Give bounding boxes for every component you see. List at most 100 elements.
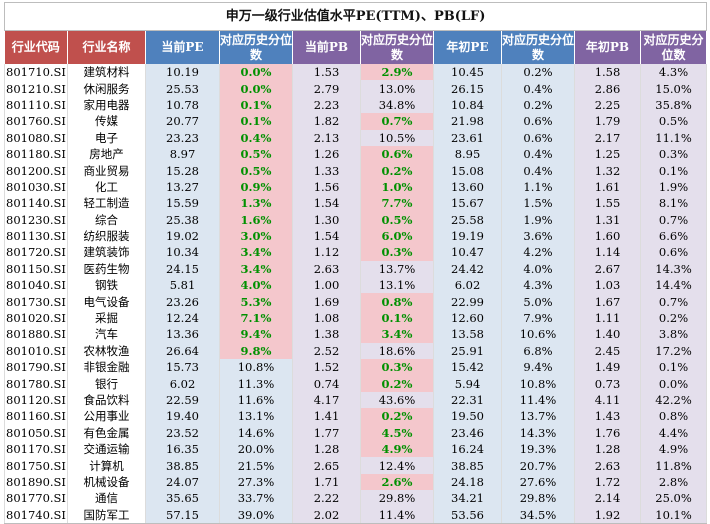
start-pb-cell: 1.79 <box>574 113 641 130</box>
current-pb-percentile-cell: 34.8% <box>360 96 434 114</box>
header-start-pe: 年初PE <box>433 30 502 64</box>
start-pb-percentile-cell: 11.8% <box>640 457 708 474</box>
name-cell: 计算机 <box>67 457 146 474</box>
code-cell: 801150.SI <box>4 260 68 278</box>
start-pb-cell: 2.14 <box>574 490 641 507</box>
code-cell: 801230.SI <box>4 211 68 228</box>
current-pb-percentile-cell: 18.6% <box>360 342 434 360</box>
current-pe-cell: 15.73 <box>145 359 220 376</box>
name-cell: 通信 <box>67 490 146 507</box>
start-pb-cell: 1.92 <box>574 506 641 524</box>
current-pe-percentile-cell: 7.1% <box>219 309 293 327</box>
start-pe-percentile-cell: 7.9% <box>501 309 575 327</box>
current-pe-percentile-cell: 3.4% <box>219 244 293 261</box>
table-row: 801040.SI 钢铁 5.81 4.0% 1.00 13.1% 6.02 4.3% 1.03… <box>4 277 708 294</box>
table-row: 801790.SI 非银金融 15.73 10.8% 1.52 0.3% 15.42 9.4%… <box>4 359 708 376</box>
start-pb-cell: 1.28 <box>574 440 641 458</box>
name-cell: 公用事业 <box>67 408 146 425</box>
table-row: 801110.SI 家用电器 10.78 0.1% 2.23 34.8% 10.84 0.2%… <box>4 96 708 114</box>
start-pb-cell: 1.60 <box>574 227 641 245</box>
code-cell: 801050.SI <box>4 424 68 441</box>
current-pb-percentile-cell: 12.4% <box>360 457 434 474</box>
header-current-pe: 当前PE <box>145 30 220 64</box>
name-cell: 医药生物 <box>67 260 146 278</box>
current-pb-cell: 1.53 <box>292 64 361 81</box>
table-row: 801710.SI 建筑材料 10.19 0.0% 1.53 2.9% 10.45 0.2% 1… <box>4 64 708 81</box>
start-pb-percentile-cell: 0.2% <box>640 309 708 327</box>
current-pe-percentile-cell: 0.9% <box>219 178 293 196</box>
name-cell: 轻工制造 <box>67 195 146 212</box>
table-row: 801080.SI 电子 23.23 0.4% 2.13 10.5% 23.61 0.6% 2.… <box>4 129 708 146</box>
current-pb-cell: 1.56 <box>292 178 361 196</box>
current-pe-percentile-cell: 20.0% <box>219 440 293 458</box>
current-pe-percentile-cell: 13.1% <box>219 408 293 425</box>
header-code: 行业代码 <box>4 30 68 64</box>
start-pe-percentile-cell: 3.6% <box>501 227 575 245</box>
name-cell: 交通运输 <box>67 440 146 458</box>
start-pb-cell: 2.45 <box>574 342 641 360</box>
table-row: 801180.SI 房地产 8.97 0.5% 1.26 0.6% 8.95 0.4% 1.25… <box>4 145 708 163</box>
start-pe-cell: 15.42 <box>433 359 502 376</box>
start-pb-cell: 2.63 <box>574 457 641 474</box>
code-cell: 801730.SI <box>4 293 68 310</box>
current-pb-cell: 1.00 <box>292 277 361 294</box>
header-current-pb: 当前PB <box>292 30 361 64</box>
start-pe-percentile-cell: 20.7% <box>501 457 575 474</box>
start-pe-cell: 15.67 <box>433 195 502 212</box>
current-pb-cell: 2.23 <box>292 96 361 114</box>
table-title: 申万一级行业估值水平PE(TTM)、PB(LF) <box>3 2 708 31</box>
start-pe-percentile-cell: 0.2% <box>501 96 575 114</box>
code-cell: 801200.SI <box>4 162 68 179</box>
current-pe-percentile-cell: 10.8% <box>219 359 293 376</box>
header-start-pb: 年初PB <box>574 30 641 64</box>
start-pe-percentile-cell: 29.8% <box>501 490 575 507</box>
start-pb-percentile-cell: 14.3% <box>640 260 708 278</box>
code-cell: 801080.SI <box>4 129 68 146</box>
start-pb-percentile-cell: 0.0% <box>640 375 708 392</box>
start-pe-percentile-cell: 0.4% <box>501 145 575 163</box>
current-pb-cell: 1.08 <box>292 309 361 327</box>
current-pe-cell: 26.64 <box>145 342 220 360</box>
current-pe-percentile-cell: 11.3% <box>219 375 293 392</box>
current-pb-percentile-cell: 2.9% <box>360 64 434 81</box>
name-cell: 电子 <box>67 129 146 146</box>
start-pe-cell: 19.50 <box>433 408 502 425</box>
name-cell: 化工 <box>67 178 146 196</box>
current-pb-cell: 1.12 <box>292 244 361 261</box>
code-cell: 801890.SI <box>4 473 68 491</box>
current-pe-cell: 38.85 <box>145 457 220 474</box>
current-pe-percentile-cell: 3.0% <box>219 227 293 245</box>
current-pb-cell: 2.02 <box>292 506 361 524</box>
code-cell: 801040.SI <box>4 277 68 294</box>
start-pb-cell: 1.49 <box>574 359 641 376</box>
current-pe-cell: 13.27 <box>145 178 220 196</box>
current-pb-percentile-cell: 10.5% <box>360 129 434 146</box>
start-pe-percentile-cell: 0.2% <box>501 64 575 81</box>
start-pe-cell: 10.45 <box>433 64 502 81</box>
start-pe-cell: 13.60 <box>433 178 502 196</box>
start-pe-percentile-cell: 1.9% <box>501 211 575 228</box>
start-pb-cell: 2.67 <box>574 260 641 278</box>
table-row: 801130.SI 纺织服装 19.02 3.0% 1.54 6.0% 19.19 3.6% 1… <box>4 227 708 245</box>
current-pb-percentile-cell: 4.9% <box>360 440 434 458</box>
current-pe-cell: 24.15 <box>145 260 220 278</box>
start-pb-percentile-cell: 15.0% <box>640 80 708 97</box>
table-row: 801750.SI 计算机 38.85 21.5% 2.65 12.4% 38.85 20.7… <box>4 457 708 474</box>
current-pe-cell: 24.07 <box>145 473 220 491</box>
current-pb-percentile-cell: 0.5% <box>360 211 434 228</box>
current-pe-cell: 25.38 <box>145 211 220 228</box>
table-row: 801050.SI 有色金属 23.52 14.6% 1.77 4.5% 23.46 14.3… <box>4 424 708 441</box>
start-pb-cell: 4.11 <box>574 391 641 409</box>
start-pb-percentile-cell: 0.7% <box>640 293 708 310</box>
name-cell: 房地产 <box>67 145 146 163</box>
header-current-pe-percentile: 对应历史分位数 <box>219 30 293 64</box>
table-row: 801120.SI 食品饮料 22.59 11.6% 4.17 43.6% 22.31 11.… <box>4 391 708 409</box>
current-pb-cell: 1.33 <box>292 162 361 179</box>
current-pb-cell: 2.22 <box>292 490 361 507</box>
name-cell: 商业贸易 <box>67 162 146 179</box>
name-cell: 纺织服装 <box>67 227 146 245</box>
current-pe-cell: 15.59 <box>145 195 220 212</box>
code-cell: 801160.SI <box>4 408 68 425</box>
start-pe-cell: 5.94 <box>433 375 502 392</box>
current-pe-percentile-cell: 4.0% <box>219 277 293 294</box>
